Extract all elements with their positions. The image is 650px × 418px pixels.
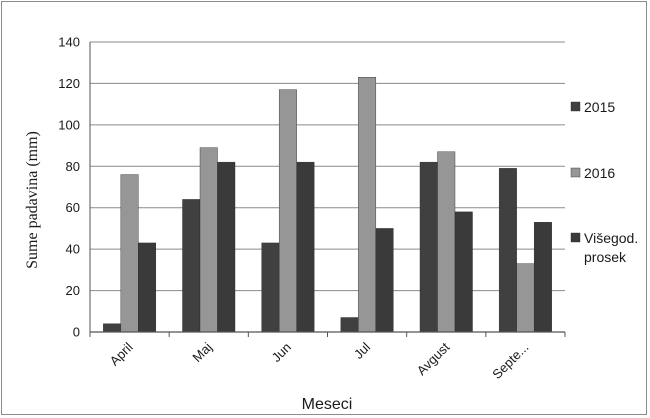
y-axis-title: Sume padavina (mm)	[24, 131, 41, 269]
bar-2015-avgust	[419, 161, 438, 333]
y-tick-label: 0	[73, 325, 80, 340]
bar-2016-septe	[516, 263, 535, 333]
y-tick-label: 140	[58, 35, 80, 50]
legend-label: Višegod.	[584, 230, 638, 246]
bar-vi-egod-prosek-april	[138, 242, 157, 333]
x-tick-labels: April Maj Jun Jul Avgust Septe...	[107, 339, 532, 382]
bar-vi-egod-prosek-jun	[296, 161, 315, 333]
bar-2016-jul	[358, 77, 377, 333]
legend-swatch	[570, 232, 581, 243]
bar-2016-april	[120, 174, 139, 333]
x-tick-label: Septe...	[489, 340, 531, 382]
bar-2015-april	[103, 323, 122, 333]
legend-swatch	[570, 101, 581, 112]
legend: 2015 2016 Višegod. prosek	[570, 99, 638, 265]
legend-label: 2015	[584, 99, 615, 115]
y-tick-label: 80	[66, 159, 80, 174]
x-tick-label: Avgust	[414, 339, 453, 378]
grid-layer	[90, 41, 565, 292]
legend-swatch	[570, 167, 581, 178]
axis-layer	[89, 42, 566, 337]
x-axis-title: Meseci	[302, 396, 353, 413]
bar-2015-jun	[261, 242, 280, 333]
bar-2015-septe	[498, 168, 517, 333]
bar-2016-maj	[199, 147, 218, 333]
y-tick-label: 40	[66, 242, 80, 257]
bars-layer	[103, 77, 552, 333]
x-tick-label: Jun	[269, 340, 294, 365]
legend-label: prosek	[584, 249, 627, 265]
x-tick-label: April	[107, 339, 136, 368]
bar-vi-egod-prosek-septe	[533, 222, 552, 333]
bar-2015-maj	[182, 199, 201, 333]
legend-label: 2016	[584, 165, 615, 181]
bar-2015-jul	[340, 317, 359, 333]
bar-vi-egod-prosek-maj	[217, 161, 236, 333]
y-tick-label: 100	[58, 117, 80, 132]
y-tick-label: 60	[66, 200, 80, 215]
bar-vi-egod-prosek-avgust	[454, 211, 473, 333]
bar-2016-jun	[278, 89, 297, 333]
y-tick-label: 20	[66, 283, 80, 298]
bar-2016-avgust	[437, 151, 456, 333]
y-tick-label: 120	[58, 76, 80, 91]
x-tick-label: Jul	[351, 339, 373, 361]
y-tick-labels: 0 20 40 60 80 100 120 140	[58, 35, 80, 340]
bar-vi-egod-prosek-jul	[375, 228, 394, 333]
x-tick-label: Maj	[189, 339, 214, 364]
